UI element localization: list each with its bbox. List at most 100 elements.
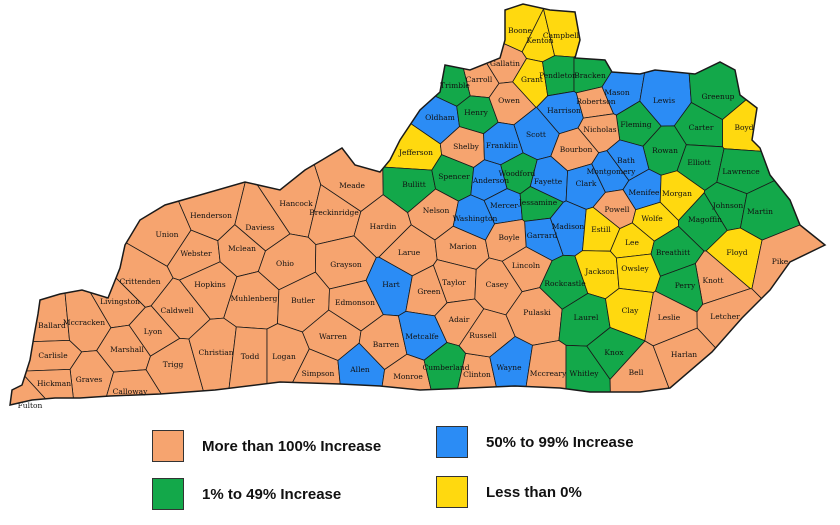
county-label-leslie: Leslie xyxy=(658,313,681,322)
county-label-livingston: Livingston xyxy=(100,297,140,306)
county-label-washington: Washington xyxy=(453,214,498,223)
legend-label-green: 1% to 49% Increase xyxy=(202,485,342,503)
county-label-breckinridge: Breckinridge xyxy=(309,208,359,217)
county-label-scott: Scott xyxy=(526,130,546,139)
county-label-larue: Larue xyxy=(398,248,421,257)
county-label-letcher: Letcher xyxy=(710,312,740,321)
county-lewis xyxy=(639,4,692,127)
county-label-trigg: Trigg xyxy=(163,360,184,369)
county-label-trimble: Trimble xyxy=(440,81,470,90)
county-meade xyxy=(260,4,384,212)
county-label-graves: Graves xyxy=(76,375,103,384)
county-label-harrison: Harrison xyxy=(547,106,581,115)
county-label-oldham: Oldham xyxy=(425,113,455,122)
county-label-barren: Barren xyxy=(373,340,400,349)
county-label-knox: Knox xyxy=(604,348,624,357)
county-label-spencer: Spencer xyxy=(438,172,470,181)
legend-swatch-green xyxy=(152,478,184,510)
county-label-butler: Butler xyxy=(291,296,315,305)
county-label-grayson: Grayson xyxy=(330,260,362,269)
county-label-taylor: Taylor xyxy=(442,278,466,287)
county-label-crittenden: Crittenden xyxy=(119,277,160,286)
county-label-nelson: Nelson xyxy=(423,206,450,215)
county-label-montgomery: Montgomery xyxy=(587,167,636,176)
county-label-johnson: Johnson xyxy=(712,201,744,210)
county-label-adair: Adair xyxy=(448,315,470,324)
county-label-shelby: Shelby xyxy=(453,142,480,151)
county-label-breathitt: Breathitt xyxy=(656,248,690,257)
county-label-allen: Allen xyxy=(349,365,370,374)
county-label-carter: Carter xyxy=(689,123,714,132)
county-label-perry: Perry xyxy=(675,281,696,290)
county-owsley xyxy=(615,253,661,293)
county-label-edmonson: Edmonson xyxy=(335,298,375,307)
legend-item-yellow: Less than 0% xyxy=(436,476,582,508)
county-label-pike: Pike xyxy=(772,257,789,266)
county-label-lyon: Lyon xyxy=(144,327,163,336)
legend-label-orange: More than 100% Increase xyxy=(202,437,382,455)
county-union xyxy=(10,4,192,267)
county-label-warren: Warren xyxy=(319,332,347,341)
county-label-clark: Clark xyxy=(576,179,597,188)
county-label-rockcastle: Rockcastle xyxy=(544,279,586,288)
county-label-gallatin: Gallatin xyxy=(490,59,520,68)
county-label-cumberland: Cumberland xyxy=(422,363,469,372)
legend-label-yellow: Less than 0% xyxy=(486,483,582,501)
county-label-mccreary: Mccreary xyxy=(530,369,567,378)
county-label-caldwell: Caldwell xyxy=(160,306,194,315)
county-label-bracken: Bracken xyxy=(574,71,606,80)
county-label-simpson: Simpson xyxy=(302,369,335,378)
county-label-magoffin: Magoffin xyxy=(688,215,722,224)
county-label-mclean: Mclean xyxy=(228,244,256,253)
county-label-calloway: Calloway xyxy=(113,387,148,396)
county-label-menifee: Menifee xyxy=(629,188,661,197)
county-oldham xyxy=(305,35,460,145)
county-label-lewis: Lewis xyxy=(653,96,675,105)
county-label-lincoln: Lincoln xyxy=(512,261,540,270)
county-label-bullitt: Bullitt xyxy=(402,180,426,189)
county-label-ohio: Ohio xyxy=(276,259,294,268)
county-label-webster: Webster xyxy=(180,249,212,258)
county-label-metcalfe: Metcalfe xyxy=(405,332,439,341)
county-label-jefferson: Jefferson xyxy=(398,148,433,157)
county-label-woodford: Woodford xyxy=(499,169,536,178)
legend-label-blue: 50% to 99% Increase xyxy=(486,433,634,451)
county-label-elliott: Elliott xyxy=(687,158,710,167)
county-campbell xyxy=(543,4,654,58)
county-label-hopkins: Hopkins xyxy=(194,280,226,289)
county-label-owen: Owen xyxy=(498,96,520,105)
county-label-fayette: Fayette xyxy=(534,177,563,186)
county-label-grant: Grant xyxy=(521,75,543,84)
state-outline xyxy=(9,3,827,406)
county-label-jessamine: Jessamine xyxy=(518,198,558,207)
county-label-russell: Russell xyxy=(469,331,497,340)
county-label-green: Green xyxy=(417,287,440,296)
county-label-robertson: Robertson xyxy=(576,97,615,106)
county-label-hickman: Hickman xyxy=(37,379,71,388)
county-label-marshall: Marshall xyxy=(110,345,144,354)
county-label-carlisle: Carlisle xyxy=(38,351,68,360)
county-label-powell: Powell xyxy=(605,205,631,214)
county-label-clay: Clay xyxy=(622,306,640,315)
county-label-martin: Martin xyxy=(747,207,773,216)
county-ballard xyxy=(10,140,70,344)
county-label-henry: Henry xyxy=(464,108,488,117)
county-label-bell: Bell xyxy=(629,368,644,377)
county-label-bath: Bath xyxy=(617,156,635,165)
county-label-kenton: Kenton xyxy=(526,36,553,45)
county-label-boone: Boone xyxy=(508,26,532,35)
county-label-whitley: Whitley xyxy=(569,369,599,378)
county-label-wolfe: Wolfe xyxy=(641,214,663,223)
county-label-boyle: Boyle xyxy=(498,233,520,242)
county-label-nicholas: Nicholas xyxy=(583,125,616,134)
county-label-franklin: Franklin xyxy=(486,141,518,150)
county-label-muhlenberg: Muhlenberg xyxy=(231,294,278,303)
county-label-floyd: Floyd xyxy=(726,248,747,257)
county-label-mercer: Mercer xyxy=(490,201,518,210)
county-label-knott: Knott xyxy=(703,276,724,285)
county-label-union: Union xyxy=(156,230,179,239)
county-label-morgan: Morgan xyxy=(662,189,692,198)
county-label-ballard: Ballard xyxy=(38,321,66,330)
county-label-boyd: Boyd xyxy=(734,123,753,132)
